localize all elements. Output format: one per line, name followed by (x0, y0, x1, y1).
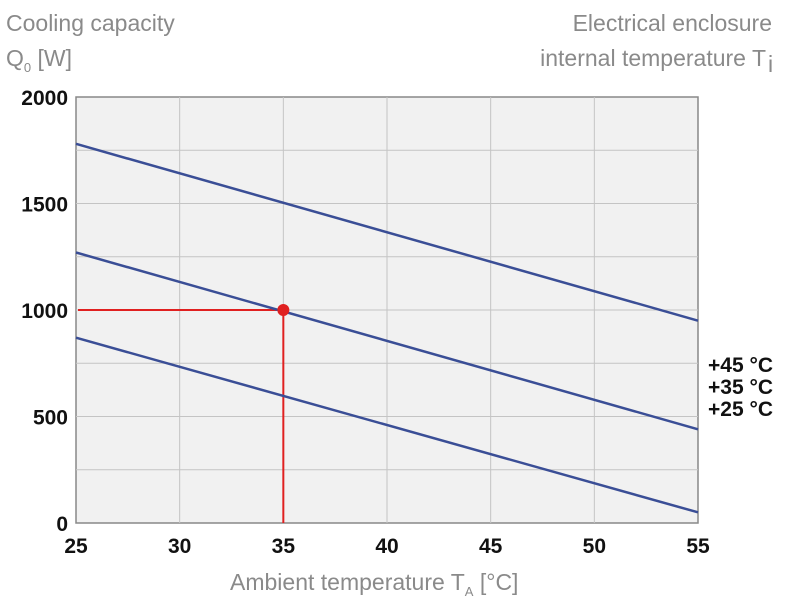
y-tick-label: 2000 (21, 87, 68, 110)
x-tick-label: 25 (64, 535, 88, 558)
x-tick-label: 55 (686, 535, 710, 558)
y-tick-label: 1000 (21, 300, 68, 323)
y-tick-label: 1500 (21, 194, 68, 217)
x-tick-label: 40 (375, 535, 398, 558)
x-tick-label: 50 (583, 535, 606, 558)
y-tick-label: 500 (33, 407, 68, 430)
y-title-line1: Cooling capacity (6, 10, 175, 36)
legend-title-line1: Electrical enclosure (573, 10, 772, 36)
x-tick-label: 30 (168, 535, 191, 558)
legend-title-sub: i (768, 51, 773, 77)
series-line-0 (75, 142, 699, 322)
y-tick-label: 0 (56, 513, 68, 536)
legend-label: +45 °C (708, 354, 773, 377)
series-line-2 (75, 336, 699, 514)
x-tick-label: 35 (272, 535, 296, 558)
annotation-point (277, 304, 290, 316)
legend-label: +25 °C (708, 398, 773, 421)
x-axis-label: Ambient temperature TA [°C] (230, 569, 518, 599)
series-line-1 (75, 251, 699, 431)
y-title-line2: Q0 [W] (6, 45, 72, 75)
legend-title-line2: internal temperature T (540, 45, 766, 71)
x-tick-label: 45 (479, 535, 503, 558)
legend-label: +35 °C (708, 376, 773, 399)
